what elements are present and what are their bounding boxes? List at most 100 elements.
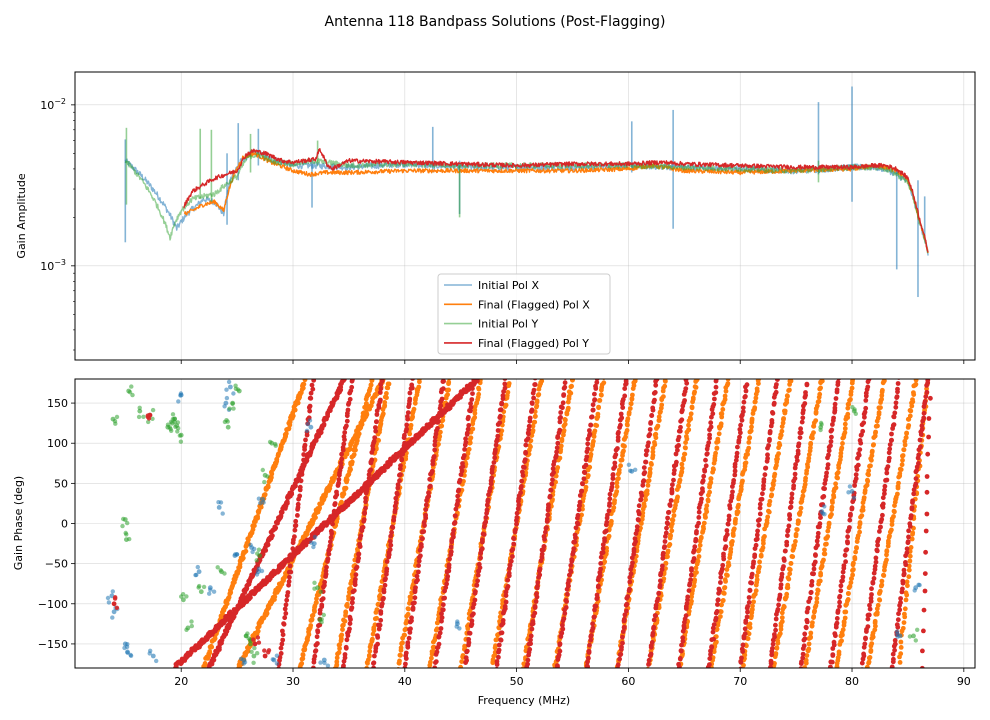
phase-point [746, 595, 752, 600]
phase-point [610, 476, 616, 481]
phase-point [680, 635, 686, 641]
phase-point [640, 510, 646, 516]
phase-point [806, 455, 812, 461]
phase-point [859, 660, 865, 666]
phase-point [528, 637, 533, 643]
phase-point [822, 481, 828, 486]
phase-point [376, 626, 382, 632]
phase-point [829, 504, 835, 510]
phase-point [462, 643, 467, 649]
phase-point [651, 624, 657, 630]
phase-point [381, 595, 386, 601]
phase-point [806, 452, 812, 457]
phase-point [913, 381, 919, 387]
phase-point [203, 662, 208, 667]
phase-point [363, 499, 368, 505]
phase-point [864, 664, 870, 668]
phase-point [832, 401, 838, 407]
phase-point [502, 381, 508, 387]
phase-point [875, 602, 881, 608]
phase-point [568, 390, 574, 396]
phase-point [596, 405, 601, 411]
phase-point [372, 653, 377, 659]
phase-point [594, 592, 600, 598]
phase-point [906, 423, 912, 428]
phase-point [679, 469, 685, 475]
phase-point [749, 580, 754, 586]
phase-point [566, 578, 572, 584]
phase-point [495, 428, 501, 433]
phase-point [622, 612, 628, 618]
phase-point [499, 630, 505, 636]
phase-point [313, 438, 319, 443]
phase-point [877, 597, 883, 603]
phase-point [677, 428, 683, 434]
phase-point [211, 657, 217, 663]
phase-point [560, 405, 565, 411]
phase-point [835, 475, 840, 481]
phase-point [770, 646, 775, 651]
phase-point [557, 641, 563, 647]
phase-point [891, 422, 897, 427]
phase-point [371, 660, 377, 666]
phase-point [828, 443, 833, 449]
phase-point [344, 637, 350, 643]
phase-point [800, 493, 806, 499]
phase-point [207, 649, 213, 654]
phase-point [224, 601, 230, 607]
phase-point [561, 616, 567, 622]
phase-point [564, 411, 570, 417]
phase-point [889, 664, 895, 668]
phase-point [898, 467, 904, 472]
phase-point [403, 650, 409, 656]
phase-point [645, 483, 651, 488]
phase-point [910, 530, 916, 536]
phase-point [559, 630, 565, 636]
phase-point [440, 386, 446, 392]
phase-point [904, 546, 910, 552]
phase-point [754, 532, 760, 538]
phase-point [875, 423, 880, 429]
phase-point [845, 405, 851, 411]
phase-point [344, 418, 350, 424]
phase-point [611, 505, 617, 510]
phase-point [397, 658, 402, 664]
phase-point [619, 457, 625, 463]
phase-point [719, 411, 725, 417]
phase-point [377, 592, 383, 598]
phase-point [407, 390, 413, 396]
phase-point [530, 619, 536, 624]
phase-point [442, 595, 447, 601]
phase-point [696, 509, 702, 515]
phase-point [885, 464, 891, 469]
phase-point [775, 638, 781, 644]
phase-point [441, 379, 446, 384]
phase-point [634, 524, 640, 529]
phase-point [902, 606, 908, 612]
phase-point [693, 385, 699, 390]
phase-point [802, 665, 807, 668]
phase-point [707, 489, 712, 495]
phase-point [658, 578, 663, 584]
phase-point [868, 463, 873, 469]
phase-point [545, 512, 551, 518]
phase-point [627, 586, 632, 592]
phase-point [904, 550, 910, 556]
phase-point [379, 601, 385, 607]
phase-point [856, 451, 861, 456]
phase-point [557, 455, 563, 461]
phase-point [775, 607, 781, 612]
phase-point [559, 438, 565, 444]
phase-point [779, 619, 785, 624]
phase-point [836, 649, 842, 655]
phase-point [698, 534, 704, 540]
phase-point [869, 592, 874, 597]
phase-point [619, 644, 624, 650]
phase-point [654, 379, 660, 382]
phase-point [686, 588, 692, 593]
phase-point [786, 523, 792, 529]
phase-point [307, 408, 313, 414]
phase-point [646, 662, 651, 667]
phase-point [806, 646, 812, 652]
phase-point [526, 423, 532, 429]
